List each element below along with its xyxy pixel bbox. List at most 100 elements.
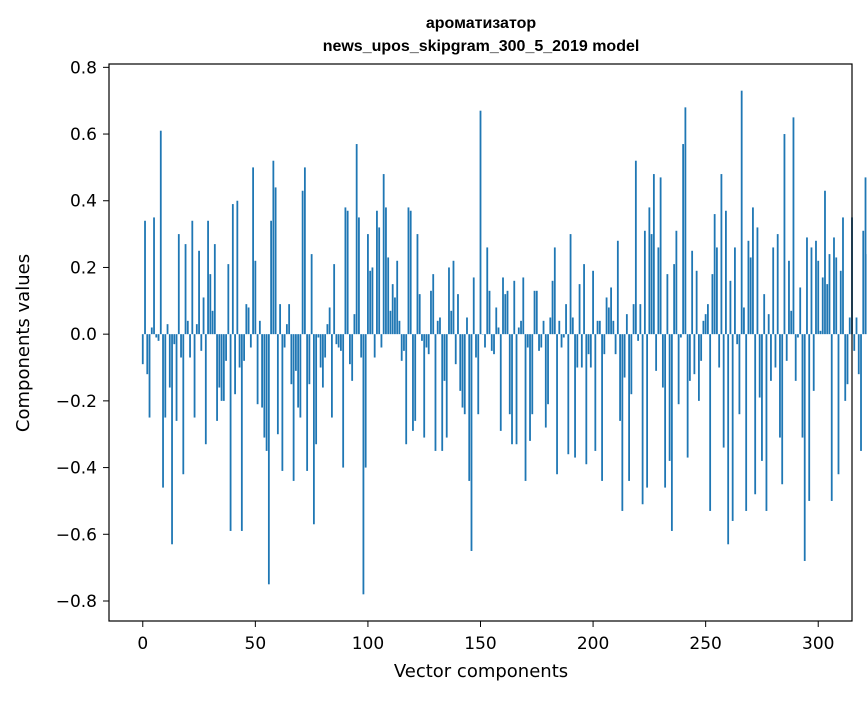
bar: [423, 334, 425, 437]
bar: [592, 271, 594, 334]
y-tick-label: −0.6: [56, 525, 97, 545]
bar: [351, 334, 353, 381]
y-tick-label: 0.0: [70, 325, 97, 345]
bar: [725, 211, 727, 334]
bar: [304, 167, 306, 334]
y-tick-label: 0.6: [70, 125, 97, 145]
bar: [311, 254, 313, 334]
bar: [835, 257, 837, 334]
bar: [340, 334, 342, 351]
bar: [284, 334, 286, 347]
bar: [349, 334, 351, 364]
bar: [399, 321, 401, 334]
bar: [570, 234, 572, 334]
bar: [608, 307, 610, 334]
bar: [160, 131, 162, 334]
x-tick-label: 250: [689, 634, 721, 654]
bar: [167, 324, 169, 334]
bar: [862, 231, 864, 334]
bar: [151, 327, 153, 334]
bar: [419, 294, 421, 334]
bar: [693, 334, 695, 374]
x-tick-label: 150: [464, 634, 496, 654]
bar: [597, 321, 599, 334]
bar: [603, 334, 605, 354]
bar: [257, 334, 259, 404]
bar: [768, 314, 770, 334]
bar: [462, 334, 464, 407]
bar: [254, 261, 256, 334]
bar: [164, 334, 166, 417]
bar: [162, 334, 164, 487]
bar: [405, 334, 407, 444]
bar: [707, 304, 709, 334]
bar: [295, 334, 297, 371]
bar: [444, 334, 446, 381]
bar: [315, 334, 317, 444]
bar: [651, 234, 653, 334]
bar: [630, 334, 632, 394]
bar: [826, 284, 828, 334]
bar: [628, 334, 630, 481]
bar: [763, 294, 765, 334]
bar: [317, 334, 319, 337]
bar: [169, 334, 171, 387]
bar: [493, 334, 495, 354]
bar: [666, 274, 668, 334]
bar: [538, 334, 540, 351]
bar: [617, 241, 619, 334]
bar: [754, 334, 756, 494]
y-tick-label: −0.4: [56, 459, 97, 479]
bar: [743, 307, 745, 334]
bar: [662, 334, 664, 387]
bar: [511, 334, 513, 444]
bar: [261, 334, 263, 407]
bar: [639, 304, 641, 334]
bar: [432, 274, 434, 334]
bar: [439, 317, 441, 334]
bar: [813, 334, 815, 391]
bar: [171, 334, 173, 544]
bar: [635, 161, 637, 334]
bar: [383, 174, 385, 334]
bar: [833, 237, 835, 334]
bar: [480, 111, 482, 334]
bar: [259, 321, 261, 334]
bar: [498, 327, 500, 334]
bar: [529, 334, 531, 441]
bar: [367, 234, 369, 334]
bar: [281, 334, 283, 471]
bar: [534, 291, 536, 334]
bar: [734, 247, 736, 334]
bar: [509, 334, 511, 414]
bar: [633, 304, 635, 334]
bar: [448, 267, 450, 334]
bar: [660, 177, 662, 334]
bar: [732, 334, 734, 521]
bar: [459, 334, 461, 391]
bar: [536, 291, 538, 334]
bar: [149, 334, 151, 417]
bar: [486, 247, 488, 334]
bar: [408, 207, 410, 334]
bar: [491, 334, 493, 351]
y-axis-label: Components values: [13, 254, 34, 432]
bar: [426, 334, 428, 347]
bar: [779, 334, 781, 437]
bar: [394, 297, 396, 334]
x-tick-label: 200: [577, 634, 609, 654]
bar: [374, 334, 376, 357]
bar: [191, 221, 193, 334]
bar: [705, 314, 707, 334]
bar: [263, 334, 265, 437]
bar: [347, 211, 349, 334]
bar: [272, 161, 274, 334]
bar: [684, 107, 686, 334]
bar: [376, 211, 378, 334]
bar: [718, 334, 720, 367]
bar: [797, 334, 799, 337]
bar: [466, 317, 468, 334]
bar: [606, 297, 608, 334]
bar: [766, 334, 768, 511]
